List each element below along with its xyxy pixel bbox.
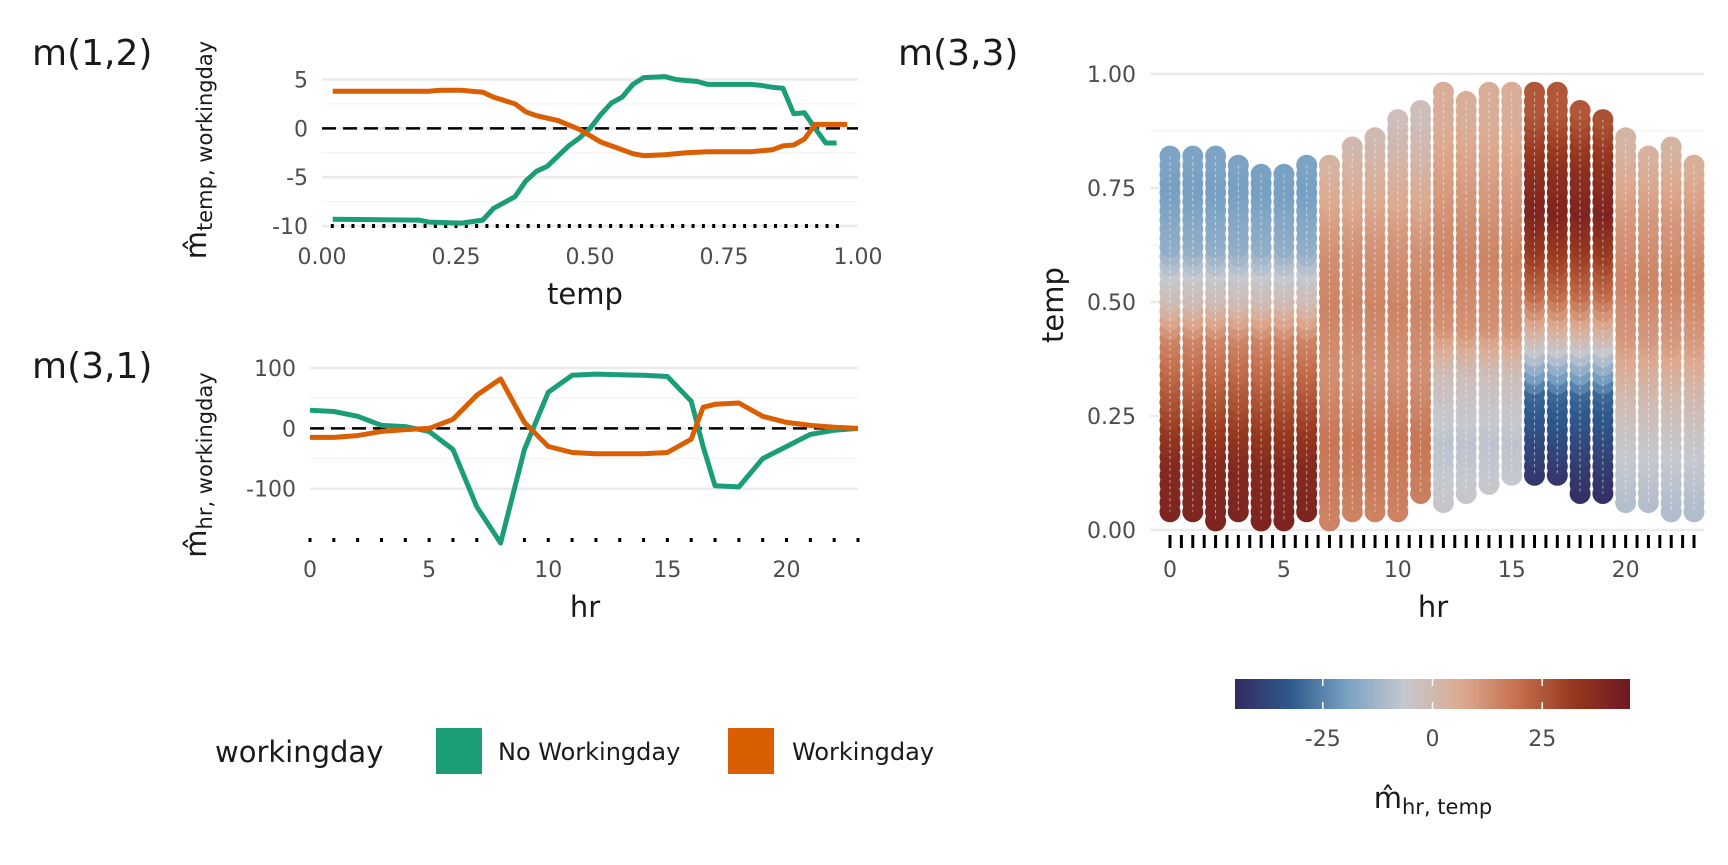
x-tick-label: 0 [1163, 558, 1177, 583]
series-line-no-workingday [309, 371, 859, 546]
x-tick-label: 0 [303, 558, 317, 583]
scatter-point [1524, 81, 1545, 103]
scatter-point [1364, 127, 1386, 149]
panel-tag-m33: m(3,3) [898, 33, 1018, 74]
y-tick-label: 0 [282, 417, 296, 442]
y-tick-label: 100 [254, 357, 296, 382]
y-tick-label: 0 [294, 117, 308, 142]
y-tick-label: 0.50 [1087, 291, 1136, 316]
series-line-workingday [332, 87, 848, 159]
ylabel-m12: m̂temp, workingday [179, 41, 217, 259]
colorbar-tick-label: 0 [1426, 727, 1440, 752]
y-tick-label: 5 [294, 69, 308, 94]
ylabel-m31-main: m̂ [179, 529, 213, 557]
ylabel-temp: temp [1036, 267, 1070, 343]
xlabel-temp: temp [547, 277, 623, 311]
y-tick-label: -5 [286, 166, 308, 191]
legend-label-workingday: Workingday [792, 738, 934, 766]
colorbar-tick-label: -25 [1305, 727, 1341, 752]
ylabel-m12-sub: temp, workingday [193, 41, 217, 231]
legend-label-no-workingday: No Workingday [498, 738, 680, 766]
x-tick-label: 5 [1277, 558, 1291, 583]
scatter-point [1478, 81, 1500, 103]
xlabel-hr-left: hr [570, 590, 600, 624]
legend-title: workingday [215, 735, 383, 769]
scatter-point [1250, 163, 1272, 185]
y-tick-label: 0.75 [1087, 177, 1136, 202]
series-line-no-workingday [332, 74, 837, 226]
scatter-point [1546, 81, 1568, 103]
xlabel-hr-right: hr [1418, 590, 1448, 624]
colorbar: m̂hr, temp -25 0 25 [1235, 679, 1630, 819]
legend: workingday No Workingday Workingday [215, 728, 934, 774]
colorbar-title-sub: hr, temp [1402, 795, 1492, 819]
colorbar-tick-label: 25 [1528, 727, 1556, 752]
legend-key-no-workingday [436, 728, 482, 774]
y-tick-label: -100 [246, 478, 296, 503]
ylabel-m31: m̂hr, workingday [179, 372, 217, 557]
x-tick-label: 0.50 [566, 245, 615, 270]
hr-temp-scatter-plot: 0.00 0.25 0.50 0.75 1.00 0 5 10 15 20 [1087, 63, 1705, 583]
y-tick-label: -10 [272, 215, 308, 240]
y-tick-label: 0.25 [1087, 405, 1136, 430]
colorbar-title: m̂hr, temp [1374, 781, 1492, 819]
ylabel-m31-sub: hr, workingday [193, 372, 217, 529]
y-tick-label: 1.00 [1087, 63, 1136, 88]
x-tick-label: 0.25 [432, 245, 481, 270]
colorbar-title-main: m̂ [1374, 781, 1402, 815]
x-tick-label: 20 [773, 558, 801, 583]
x-tick-label: 15 [1498, 558, 1526, 583]
legend-key-workingday [728, 728, 774, 774]
x-tick-label: 10 [534, 558, 562, 583]
panel-tag-m31: m(3,1) [32, 346, 152, 387]
x-tick-label: 0.75 [700, 245, 749, 270]
hr-workingday-plot: -100 0 100 0 5 10 15 20 [246, 357, 860, 583]
x-tick-label: 5 [422, 558, 436, 583]
x-tick-label: 1.00 [834, 245, 883, 270]
x-tick-label: 15 [653, 558, 681, 583]
ylabel-m12-main: m̂ [179, 231, 213, 259]
scatter-point [1273, 163, 1295, 185]
scatter-point [1501, 81, 1523, 103]
scatter-point [1432, 81, 1454, 103]
x-tick-label: 0.00 [298, 245, 347, 270]
scatter-point [1615, 127, 1637, 149]
panel-tag-m12: m(1,2) [32, 33, 152, 74]
x-tick-label: 10 [1384, 558, 1412, 583]
y-tick-label: 0.00 [1087, 519, 1136, 544]
temp-workingday-plot: -10 -5 0 5 0.00 0.25 0.50 0.75 1.00 [272, 69, 882, 270]
x-tick-label: 20 [1612, 558, 1640, 583]
series-line-workingday [310, 376, 859, 457]
